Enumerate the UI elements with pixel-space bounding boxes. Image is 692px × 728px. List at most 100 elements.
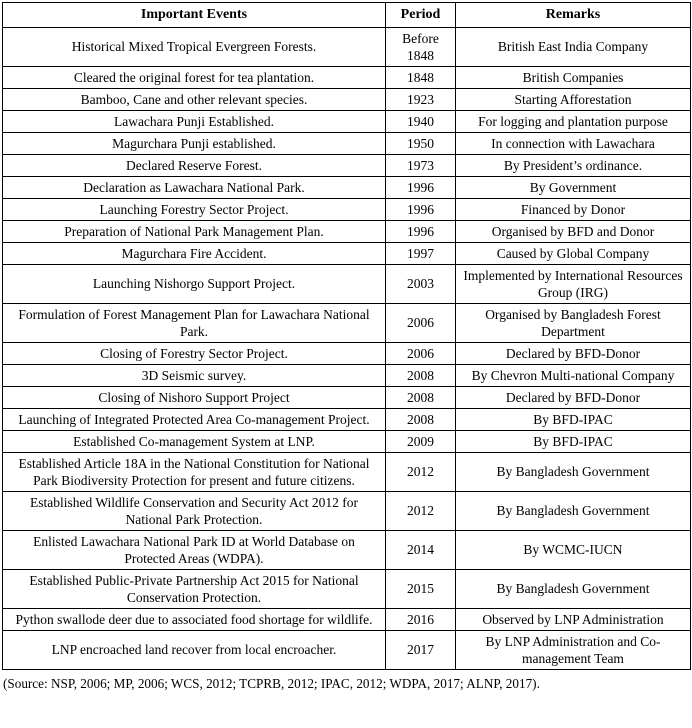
period-cell: 1923 — [385, 87, 456, 111]
remarks-cell: Declared by BFD-Donor — [455, 341, 691, 365]
period-cell: Before 1848 — [385, 26, 456, 67]
remarks-cell: Implemented by International Resources G… — [455, 263, 691, 304]
period-cell: 1950 — [385, 131, 456, 155]
period-cell: 2014 — [385, 529, 456, 570]
event-cell: Formulation of Forest Management Plan fo… — [2, 302, 386, 343]
remarks-cell: By BFD-IPAC — [455, 407, 691, 431]
remarks-cell: By Chevron Multi-national Company — [455, 363, 691, 387]
table-row: Lawachara Punji Established. 1940 For logg… — [2, 109, 691, 133]
remarks-cell: By LNP Administration and Co-management … — [455, 629, 691, 670]
table-row: Formulation of Forest Management Plan fo… — [2, 302, 691, 343]
period-cell: 2006 — [385, 302, 456, 343]
remarks-cell: Declared by BFD-Donor — [455, 385, 691, 409]
remarks-cell: By Bangladesh Government — [455, 568, 691, 609]
table-row: Closing of Forestry Sector Project. 2006 D… — [2, 341, 691, 365]
event-cell: Established Wildlife Conservation and Se… — [2, 490, 386, 531]
period-cell: 2008 — [385, 407, 456, 431]
remarks-cell: By President’s ordinance. — [455, 153, 691, 177]
column-header-remarks: Remarks — [455, 2, 691, 28]
period-cell: 1940 — [385, 109, 456, 133]
period-cell: 2015 — [385, 568, 456, 609]
remarks-cell: British Companies — [455, 65, 691, 89]
remarks-cell: Organised by Bangladesh Forest Departmen… — [455, 302, 691, 343]
period-cell: 1848 — [385, 65, 456, 89]
source-note: (Source: NSP, 2006; MP, 2006; WCS, 2012;… — [3, 675, 540, 691]
table-row: Enlisted Lawachara National Park ID at W… — [2, 529, 691, 570]
period-cell: 2012 — [385, 490, 456, 531]
remarks-cell: By Government — [455, 175, 691, 199]
remarks-cell: By Bangladesh Government — [455, 490, 691, 531]
remarks-cell: Organised by BFD and Donor — [455, 219, 691, 243]
period-cell: 2016 — [385, 607, 456, 631]
event-cell: Closing of Forestry Sector Project. — [2, 341, 386, 365]
remarks-cell: By BFD-IPAC — [455, 429, 691, 453]
event-cell: Launching Forestry Sector Project. — [2, 197, 386, 221]
table-row: Closing of Nishoro Support Project 2008 De… — [2, 385, 691, 409]
table-row: Established Wildlife Conservation and Se… — [2, 490, 691, 531]
column-header-period: Period — [385, 2, 456, 28]
event-cell: Python swallode deer due to associated f… — [2, 607, 386, 631]
page: { "table": { "headers": ["Important Even… — [2, 2, 691, 691]
table-row: Declared Reserve Forest. 1973 By President… — [2, 153, 691, 177]
period-cell: 1996 — [385, 219, 456, 243]
table-row: Bamboo, Cane and other relevant species.… — [2, 87, 691, 111]
table-row: Historical Mixed Tropical Evergreen Fore… — [2, 26, 691, 67]
period-cell: 2012 — [385, 451, 456, 492]
event-cell: Closing of Nishoro Support Project — [2, 385, 386, 409]
remarks-cell: Caused by Global Company — [455, 241, 691, 265]
event-cell: Magurchara Fire Accident. — [2, 241, 386, 265]
period-cell: 1996 — [385, 175, 456, 199]
table-row: Preparation of National Park Management … — [2, 219, 691, 243]
remarks-cell: In connection with Lawachara — [455, 131, 691, 155]
event-cell: Declared Reserve Forest. — [2, 153, 386, 177]
table-row: Launching Nishorgo Support Project. 2003 I… — [2, 263, 691, 304]
table-row: 3D Seismic survey. 2008 By Chevron Multi-n… — [2, 363, 691, 387]
period-cell: 1973 — [385, 153, 456, 177]
event-cell: Cleared the original forest for tea plan… — [2, 65, 386, 89]
table-row: Established Article 18A in the National … — [2, 451, 691, 492]
period-cell: 2006 — [385, 341, 456, 365]
event-cell: Preparation of National Park Management … — [2, 219, 386, 243]
document-page: Important Events Period Remarks Historic… — [2, 2, 691, 691]
remarks-cell: Observed by LNP Administration — [455, 607, 691, 631]
period-cell: 1997 — [385, 241, 456, 265]
table-row: Established Co-management System at LNP.… — [2, 429, 691, 453]
remarks-cell: By WCMC-IUCN — [455, 529, 691, 570]
event-cell: Established Public-Private Partnership A… — [2, 568, 386, 609]
period-cell: 2008 — [385, 385, 456, 409]
table-row: Declaration as Lawachara National Park. 1… — [2, 175, 691, 199]
period-cell: 2009 — [385, 429, 456, 453]
period-cell: 1996 — [385, 197, 456, 221]
event-cell: Bamboo, Cane and other relevant species. — [2, 87, 386, 111]
remarks-cell: Starting Afforestation — [455, 87, 691, 111]
table-row: Established Public-Private Partnership A… — [2, 568, 691, 609]
event-cell: Magurchara Punji established. — [2, 131, 386, 155]
event-cell: Established Co-management System at LNP. — [2, 429, 386, 453]
event-cell: Launching Nishorgo Support Project. — [2, 263, 386, 304]
event-cell: Declaration as Lawachara National Park. — [2, 175, 386, 199]
remarks-cell: Financed by Donor — [455, 197, 691, 221]
period-cell: 2017 — [385, 629, 456, 670]
event-cell: Historical Mixed Tropical Evergreen Fore… — [2, 26, 386, 67]
remarks-cell: British East India Company — [455, 26, 691, 67]
table-row: Launching of Integrated Protected Area C… — [2, 407, 691, 431]
period-cell: 2008 — [385, 363, 456, 387]
event-cell: LNP encroached land recover from local e… — [2, 629, 386, 670]
table-row: Cleared the original forest for tea plan… — [2, 65, 691, 89]
table-row: Python swallode deer due to associated f… — [2, 607, 691, 631]
event-cell: Established Article 18A in the National … — [2, 451, 386, 492]
event-cell: Enlisted Lawachara National Park ID at W… — [2, 529, 386, 570]
period-cell: 2003 — [385, 263, 456, 304]
table-row: Magurchara Fire Accident. 1997 Caused by G… — [2, 241, 691, 265]
event-cell: 3D Seismic survey. — [2, 363, 386, 387]
remarks-cell: For logging and plantation purpose — [455, 109, 691, 133]
important-events-table: Important Events Period Remarks Historic… — [2, 2, 691, 670]
event-cell: Launching of Integrated Protected Area C… — [2, 407, 386, 431]
table-header-row: Important Events Period Remarks — [2, 2, 691, 28]
table-row: LNP encroached land recover from local e… — [2, 629, 691, 670]
table-row: Launching Forestry Sector Project. 1996 Fi… — [2, 197, 691, 221]
remarks-cell: By Bangladesh Government — [455, 451, 691, 492]
event-cell: Lawachara Punji Established. — [2, 109, 386, 133]
column-header-important-events: Important Events — [2, 2, 386, 28]
table-row: Magurchara Punji established. 1950 In conn… — [2, 131, 691, 155]
